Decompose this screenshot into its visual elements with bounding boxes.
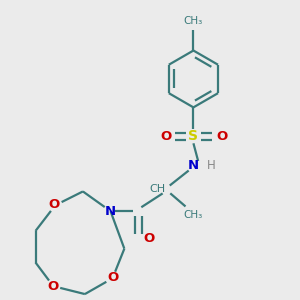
Text: O: O [216, 130, 227, 143]
Text: O: O [144, 232, 155, 245]
Text: CH: CH [150, 184, 166, 194]
Text: CH₃: CH₃ [184, 16, 203, 26]
Text: O: O [108, 271, 119, 284]
Text: O: O [48, 280, 59, 293]
Text: N: N [105, 205, 116, 218]
Text: CH₃: CH₃ [183, 210, 202, 220]
Text: O: O [49, 198, 60, 211]
Text: O: O [160, 130, 171, 143]
Text: S: S [188, 129, 198, 143]
Text: H: H [207, 159, 216, 172]
Text: N: N [188, 159, 199, 172]
